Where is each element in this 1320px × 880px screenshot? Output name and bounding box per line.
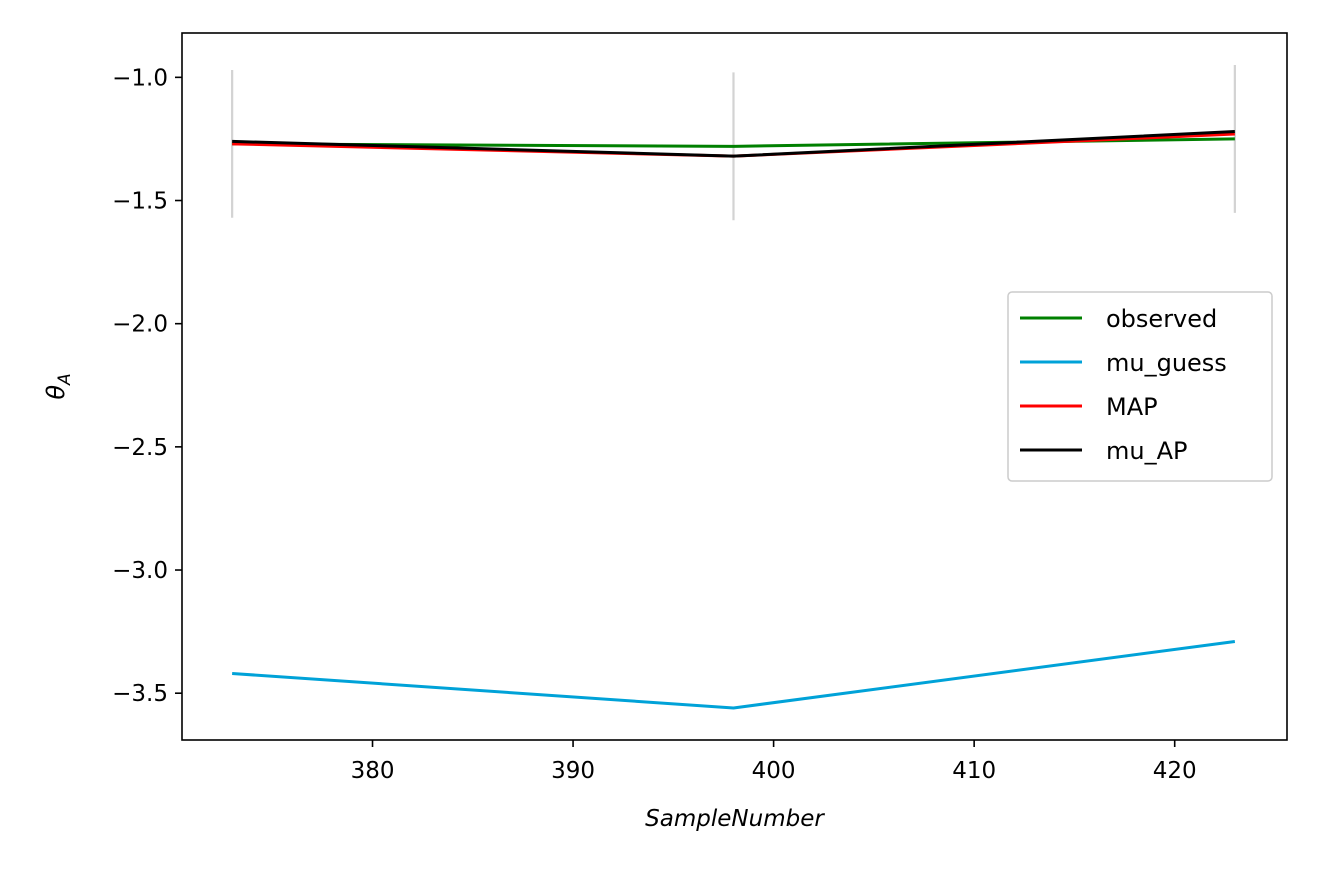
legend-label-MAP: MAP bbox=[1106, 393, 1158, 421]
legend-label-mu_AP: mu_AP bbox=[1106, 437, 1187, 465]
y-tick-label: −3.5 bbox=[112, 681, 168, 707]
y-axis-label: θA bbox=[42, 373, 75, 399]
legend-label-mu_guess: mu_guess bbox=[1106, 349, 1227, 377]
y-axis-ticks: −1.0 −1.5 −2.0 −2.5 −3.0 −3.5 bbox=[112, 65, 182, 707]
y-tick-label: −2.5 bbox=[112, 435, 168, 461]
legend-label-observed: observed bbox=[1106, 305, 1217, 333]
x-tick-label: 390 bbox=[551, 758, 595, 784]
y-tick-label: −1.5 bbox=[112, 189, 168, 215]
y-axis-label-subscript: A bbox=[55, 373, 75, 386]
x-tick-label: 380 bbox=[351, 758, 395, 784]
y-tick-label: −1.0 bbox=[112, 65, 168, 91]
series-line-mu_guess bbox=[232, 639, 1236, 710]
y-tick-label: −2.0 bbox=[112, 312, 168, 338]
series-lines bbox=[232, 130, 1236, 710]
x-axis-label: SampleNumber bbox=[645, 806, 825, 832]
y-axis-label-symbol: θ bbox=[42, 385, 70, 400]
series-line-mu_AP bbox=[232, 130, 1235, 158]
x-tick-label: 400 bbox=[752, 758, 796, 784]
y-tick-label: −3.0 bbox=[112, 558, 168, 584]
plot-frame bbox=[181, 32, 1288, 741]
x-axis-ticks: 380 390 400 410 420 bbox=[351, 740, 1197, 784]
x-tick-label: 410 bbox=[952, 758, 996, 784]
legend-box bbox=[1007, 291, 1273, 482]
legend: observed mu_guess MAP mu_AP bbox=[1007, 291, 1273, 482]
x-tick-label: 420 bbox=[1153, 758, 1197, 784]
